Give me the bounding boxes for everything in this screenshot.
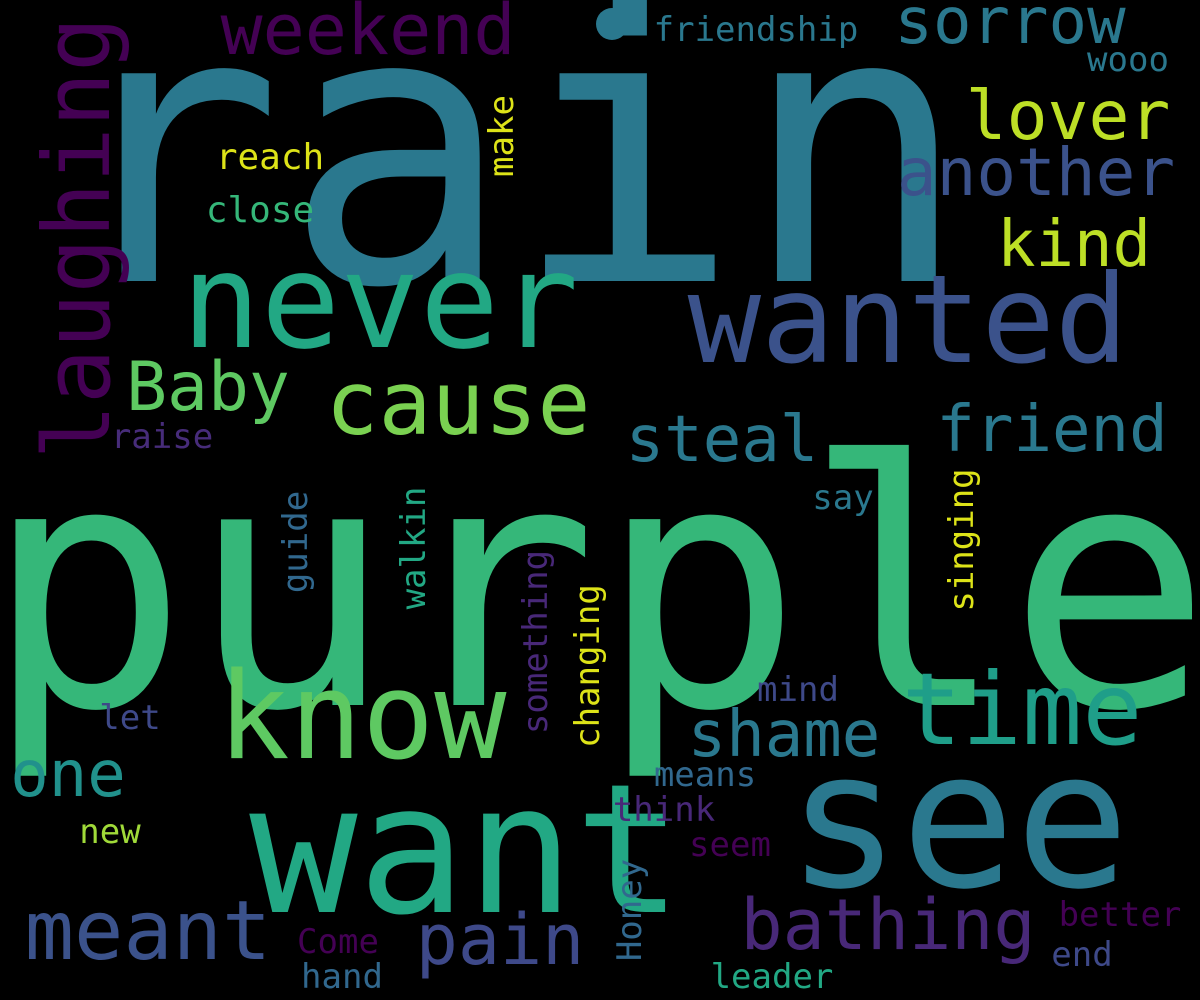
word-changing: changing [568,584,608,748]
word-baby: Baby [126,348,290,427]
word-hand: hand [301,957,383,997]
word-another: another [896,134,1176,211]
word-bathing: bathing [740,884,1036,966]
word-see: see [786,710,1130,931]
word-raise: raise [110,417,214,457]
word-laughing: laughing [24,16,131,460]
word-something: something [516,549,556,735]
word-close: close [205,190,315,231]
word-singing: singing [942,468,982,612]
word-time: time [901,651,1143,768]
word-honey: Honey [610,858,650,962]
word-reach: reach [215,137,325,178]
word-kind: kind [996,208,1152,282]
dot-mark [596,8,628,40]
word-never: never [181,225,579,379]
word-make: make [482,95,522,177]
word-seem: seem [689,825,771,865]
word-purple: purple [0,390,1200,786]
word-guide: guide [276,490,316,594]
word-end: end [1051,935,1113,975]
word-rain: rain [54,0,970,371]
word-steal: steal [625,403,819,477]
word-walkin: walkin [394,486,434,610]
word-cause: cause [325,352,591,455]
word-means: means [653,755,757,795]
word-wooo: wooo [1087,40,1169,80]
word-new: new [79,812,141,852]
word-sorrow: sorrow [894,0,1126,59]
word-know: know [217,648,507,787]
word-say: say [812,478,874,518]
word-better: better [1058,895,1182,935]
word-one: one [10,738,126,812]
word-mind: mind [757,670,839,710]
word-friendship: friendship [653,10,859,50]
word-want: want [249,746,683,955]
word-meant: meant [24,884,272,979]
word-shame: shame [687,698,881,772]
word-come: Come [297,922,379,962]
word-lover: lover [965,77,1171,156]
word-think: think [612,790,716,830]
word-weekend: weekend [220,0,516,71]
word-friend: friend [936,393,1168,467]
word-wanted: wanted [687,249,1129,391]
word-pain: pain [415,899,585,981]
word-let: let [99,698,161,738]
word-leader: leader [710,957,834,997]
